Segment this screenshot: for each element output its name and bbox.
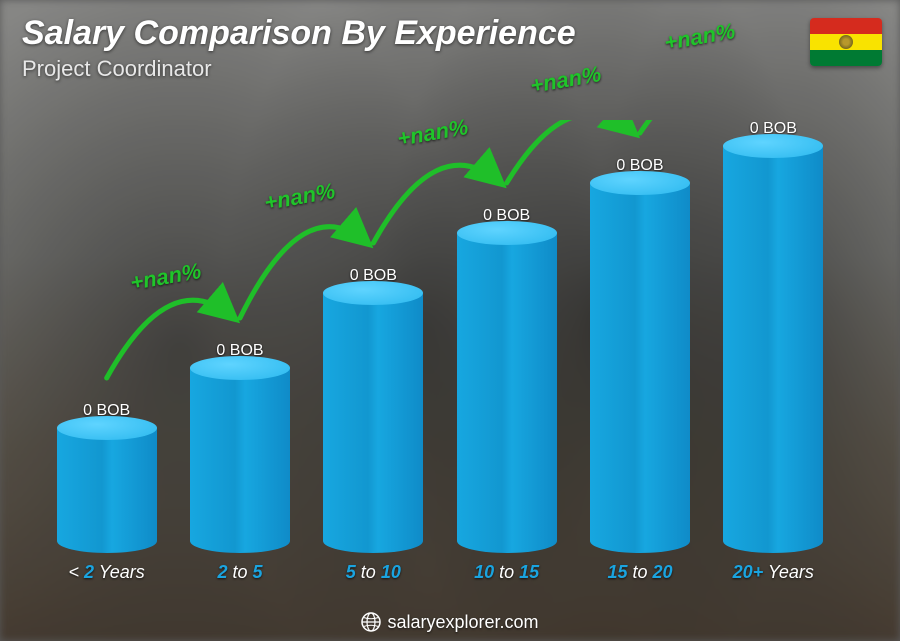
flag-emblem (839, 35, 853, 49)
bar-body (57, 428, 157, 553)
x-axis-label: < 2 Years (40, 562, 173, 583)
bar-chart: 0 BOB0 BOB0 BOB0 BOB0 BOB0 BOB < 2 Years… (40, 120, 840, 583)
footer: salaryexplorer.com (0, 612, 900, 633)
bar-body (457, 233, 557, 553)
bar-body (190, 368, 290, 553)
bar-slot: 0 BOB (707, 120, 840, 553)
country-flag (810, 18, 882, 66)
bar-slot: 0 BOB (440, 120, 573, 553)
bar (57, 428, 157, 553)
bar-top-ellipse (457, 221, 557, 245)
flag-stripe-top (810, 18, 882, 34)
bar-top-ellipse (57, 416, 157, 440)
x-axis-label: 20+ Years (707, 562, 840, 583)
globe-icon (361, 612, 381, 632)
delta-label: +nan% (529, 61, 604, 99)
bar-slot: 0 BOB (573, 120, 706, 553)
bar-top-ellipse (723, 134, 823, 158)
bar-slot: 0 BOB (40, 120, 173, 553)
chart-subtitle: Project Coordinator (22, 56, 212, 82)
bar (457, 233, 557, 553)
x-axis-label: 5 to 10 (307, 562, 440, 583)
bar-top-ellipse (323, 281, 423, 305)
bar-top-ellipse (590, 171, 690, 195)
x-axis-label: 10 to 15 (440, 562, 573, 583)
bar-top-ellipse (190, 356, 290, 380)
bar (590, 183, 690, 553)
bar (190, 368, 290, 553)
bar-body (590, 183, 690, 553)
bar-body (323, 293, 423, 553)
bar-body (723, 146, 823, 553)
x-axis-label: 2 to 5 (173, 562, 306, 583)
chart-title: Salary Comparison By Experience (22, 14, 576, 53)
flag-stripe-bot (810, 50, 882, 66)
x-axis-label: 15 to 20 (573, 562, 706, 583)
footer-text: salaryexplorer.com (387, 612, 538, 632)
bar (723, 146, 823, 553)
bar (323, 293, 423, 553)
delta-label: +nan% (662, 18, 737, 56)
